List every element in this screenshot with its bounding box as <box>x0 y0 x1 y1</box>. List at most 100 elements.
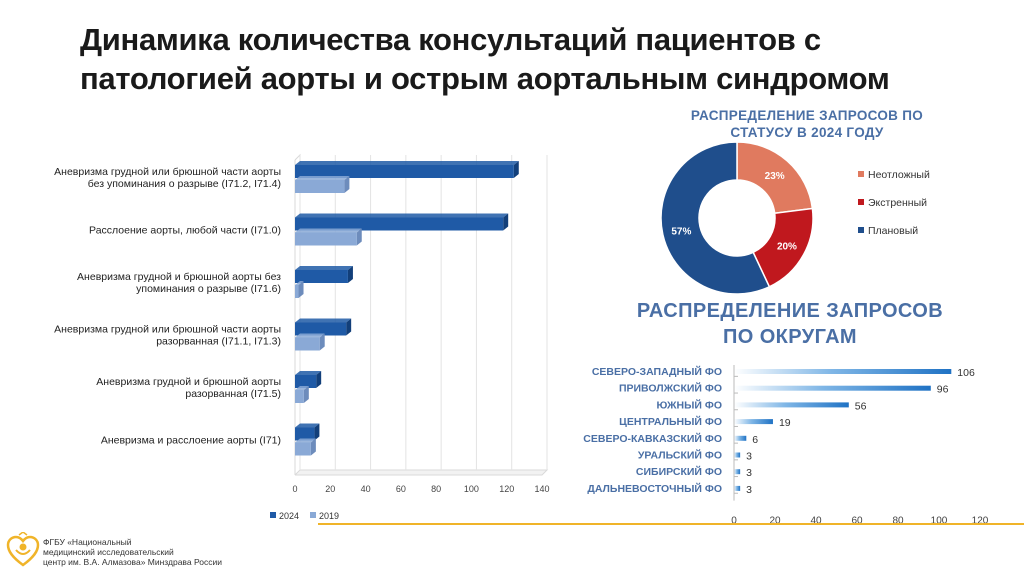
district-label: ДАЛЬНЕВОСТОЧНЫЙ ФО <box>587 482 722 495</box>
district-bar <box>734 485 741 491</box>
bar-side-face <box>346 318 352 336</box>
bar-2019 <box>295 180 345 193</box>
bar-top-face <box>295 333 325 338</box>
district-bar <box>734 385 931 391</box>
category-label: упоминания о разрыве (I71.6) <box>136 283 281 295</box>
category-label: Расслоение аорты, любой части (I71.0) <box>89 225 281 237</box>
bar-top-face <box>295 386 309 390</box>
district-bar <box>734 402 849 408</box>
bar-top-face <box>295 423 320 428</box>
bar-top-face <box>295 281 304 285</box>
district-bar <box>734 369 952 374</box>
x-tick-label: 40 <box>361 484 371 494</box>
slice-label: 57% <box>671 226 691 237</box>
bar-side-face <box>503 213 509 231</box>
legend-swatch <box>310 512 316 518</box>
category-label: разорванная (I71.1, I71.3) <box>156 336 281 348</box>
value-label: 106 <box>957 367 975 379</box>
x-tick-label: 100 <box>464 484 479 494</box>
legend-label: Неотложный <box>868 169 930 181</box>
district-label: ЮЖНЫЙ ФО <box>656 398 722 411</box>
bar-top-face <box>295 318 352 323</box>
bar-2024 <box>295 270 348 283</box>
org-line: ФГБУ «Национальный <box>43 537 132 547</box>
bar-side-face <box>513 161 519 178</box>
bar-top-face <box>295 371 322 375</box>
bottom-rule <box>318 523 1024 525</box>
value-label: 96 <box>937 384 949 396</box>
regions-bar-chart: СЕВЕРО-ЗАПАДНЫЙ ФО 106 ПРИВОЛЖСКИЙ ФО 96 ЮЖН… <box>583 365 989 525</box>
bar-top-face <box>295 228 362 233</box>
bar-2024 <box>295 375 317 388</box>
bar-2019 <box>295 232 357 246</box>
category-label: без упоминания о разрыве (I71.2, I71.4) <box>88 178 281 190</box>
x-tick-label: 100 <box>931 516 948 525</box>
bar-top-face <box>295 213 509 218</box>
bar-side-face <box>314 423 320 441</box>
district-label: СЕВЕРО-КАВКАЗСКИЙ ФО <box>583 432 722 445</box>
category-label: Аневризма и расслоение аорты (I71) <box>101 435 281 447</box>
legend-swatch <box>858 227 864 233</box>
bar-2024 <box>295 322 347 336</box>
axis-floor <box>294 469 549 476</box>
x-tick-label: 40 <box>810 516 822 525</box>
district-bar <box>734 419 773 425</box>
bar-side-face <box>303 386 309 403</box>
legend-swatch <box>270 512 276 518</box>
district-label: ПРИВОЛЖСКИЙ ФО <box>619 382 722 395</box>
district-label: СИБИРСКИЙ ФО <box>636 465 722 478</box>
donut-slice <box>736 141 814 215</box>
value-label: 56 <box>855 400 867 412</box>
district-bar <box>734 469 741 475</box>
district-label: ЦЕНТРАЛЬНЫЙ ФО <box>619 415 722 428</box>
donut-title: РАСПРЕДЕЛЕНИЕ ЗАПРОСОВ ПО СТАТУСУ В 2024… <box>690 108 924 140</box>
bar-side-face <box>298 281 304 298</box>
diagnosis-bar-chart: 0 20 40 60 80 100 120 140 Аневризма грудной или … <box>54 153 550 520</box>
x-tick-label: 80 <box>431 484 441 494</box>
org-name: ФГБУ «Национальный медицинский исследова… <box>43 537 233 567</box>
bar-2024 <box>295 165 514 178</box>
bar-side-face <box>310 438 316 456</box>
regions-title: РАСПРЕДЕЛЕНИЕ ЗАПРОСОВ ПО ОКРУГАМ <box>636 300 944 348</box>
category-label: Аневризма грудной или брюшной части аорт… <box>54 166 281 178</box>
legend-label: Экстренный <box>868 197 927 209</box>
legend-swatch <box>858 199 864 205</box>
category-label: Аневризма грудной и брюшной аорты без <box>77 271 281 283</box>
x-tick-label: 60 <box>851 516 863 525</box>
bar-top-face <box>295 438 316 443</box>
x-tick-label: 0 <box>731 516 737 525</box>
district-bar <box>734 435 747 441</box>
donut-slice <box>660 141 771 295</box>
bar-2019 <box>295 442 311 456</box>
value-label: 3 <box>746 484 752 496</box>
x-tick-label: 0 <box>292 484 297 494</box>
legend-label: 2019 <box>319 511 339 520</box>
x-tick-label: 20 <box>325 484 335 494</box>
slice-label: 20% <box>777 241 797 252</box>
org-line: центр им. В.А. Алмазова» Минздрава Росси… <box>43 557 222 567</box>
bar-top-face <box>295 161 519 165</box>
x-tick-label: 60 <box>396 484 406 494</box>
category-label: Аневризма грудной или брюшной части аорт… <box>54 324 281 336</box>
heart-logo-icon <box>6 532 40 567</box>
legend-swatch <box>858 171 864 177</box>
legend-label: Плановый <box>868 225 918 237</box>
status-donut-chart: 23% 20% 57% Неотложный Экстренный Плановый <box>660 141 930 295</box>
bar-2019 <box>295 390 304 403</box>
bar-top-face <box>295 266 353 270</box>
district-bar <box>734 452 741 458</box>
x-tick-label: 140 <box>534 484 549 494</box>
page-title: Динамика количества консультаций пациент… <box>80 22 890 96</box>
bar-2024 <box>295 427 315 441</box>
bar-2019 <box>295 285 299 298</box>
district-label: УРАЛЬСКИЙ ФО <box>638 449 722 462</box>
bar-top-face <box>295 176 350 180</box>
bar-2019 <box>295 337 320 351</box>
bar-side-face <box>356 228 362 246</box>
x-tick-label: 120 <box>499 484 514 494</box>
bar-side-face <box>347 266 353 283</box>
value-label: 19 <box>779 417 791 429</box>
legend-label: 2024 <box>279 511 299 520</box>
bar-side-face <box>319 333 325 351</box>
bar-2024 <box>295 217 504 231</box>
